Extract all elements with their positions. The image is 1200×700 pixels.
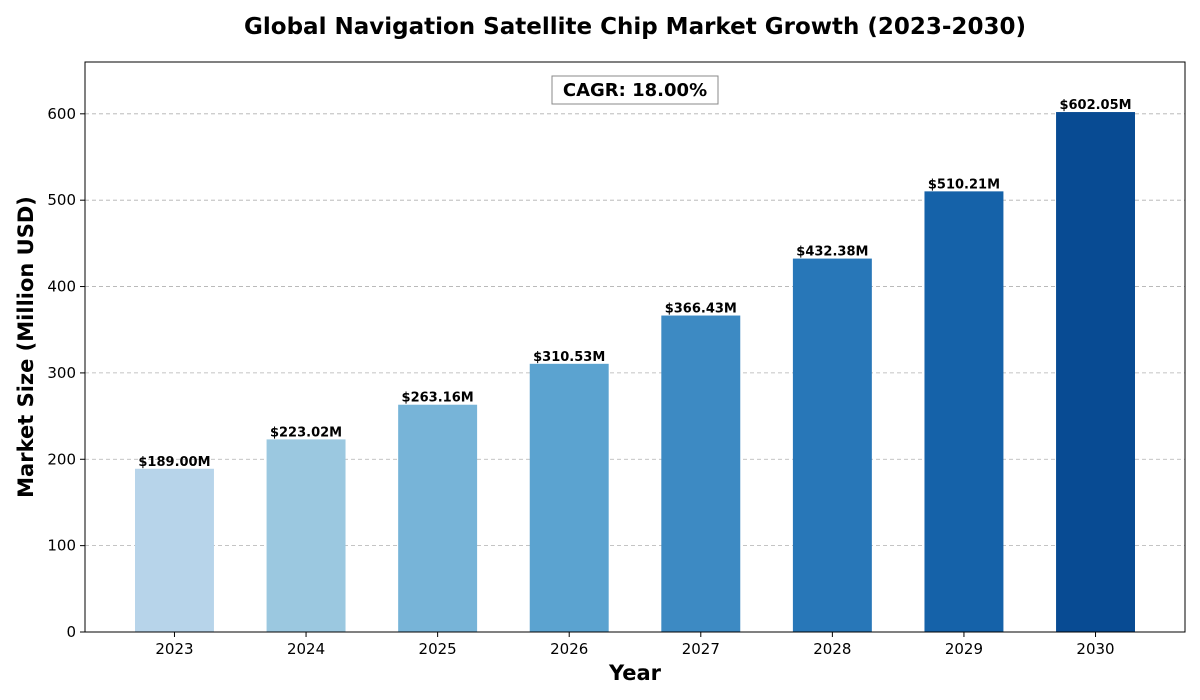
- x-tick-label: 2027: [682, 640, 720, 658]
- y-axis-ticks: 0 100 200 300 400 500 600: [47, 105, 85, 641]
- y-axis-label: Market Size (Million USD): [14, 196, 38, 498]
- y-tick-label: 600: [47, 105, 76, 123]
- x-axis-label: Year: [608, 661, 662, 685]
- cagr-annotation-text: CAGR: 18.00%: [563, 80, 707, 101]
- cagr-annotation: CAGR: 18.00%: [551, 75, 719, 105]
- x-tick-label: 2026: [550, 640, 588, 658]
- bar-2029: [924, 191, 1004, 633]
- data-label-2029: $510.21M: [928, 177, 1000, 192]
- bar-2027: [661, 315, 741, 632]
- x-tick-label: 2030: [1076, 640, 1114, 658]
- x-tick-label: 2028: [813, 640, 851, 658]
- chart-title: Global Navigation Satellite Chip Market …: [244, 14, 1026, 40]
- y-tick-label: 300: [47, 364, 76, 382]
- y-tick-label: 400: [47, 278, 76, 296]
- bar-2023: [135, 468, 214, 632]
- y-tick-label: 500: [47, 191, 76, 209]
- data-label-2025: $263.16M: [402, 391, 474, 406]
- cagr-annotation-box: [551, 75, 719, 105]
- x-tick-label: 2029: [945, 640, 983, 658]
- y-tick-label: 0: [66, 623, 76, 641]
- bar-2030: [1056, 112, 1135, 632]
- data-label-2023: $189.00M: [138, 455, 210, 470]
- data-label-2024: $223.02M: [270, 425, 342, 440]
- data-label-2026: $310.53M: [533, 350, 605, 365]
- y-tick-label: 100: [47, 537, 76, 555]
- data-labels: $189.00M $223.02M $263.16M $310.53M $366.43M…: [138, 98, 1131, 470]
- bar-2028: [792, 258, 872, 632]
- x-tick-label: 2024: [287, 640, 325, 658]
- y-tick-label: 200: [47, 450, 76, 468]
- x-axis-ticks: 2023 2024 2025 2026 2027 2028 2029 2030: [155, 632, 1115, 658]
- data-label-2030: $602.05M: [1059, 98, 1131, 113]
- data-label-2027: $366.43M: [665, 302, 737, 317]
- bar-2024: [266, 439, 346, 632]
- x-tick-label: 2025: [419, 640, 457, 658]
- x-tick-label: 2023: [155, 640, 193, 658]
- bar-2025: [398, 404, 478, 632]
- plot-frame: [84, 61, 1186, 633]
- bars: [135, 112, 1135, 633]
- data-label-2028: $432.38M: [796, 245, 868, 260]
- grid: [85, 113, 1185, 547]
- bar-2026: [529, 363, 609, 632]
